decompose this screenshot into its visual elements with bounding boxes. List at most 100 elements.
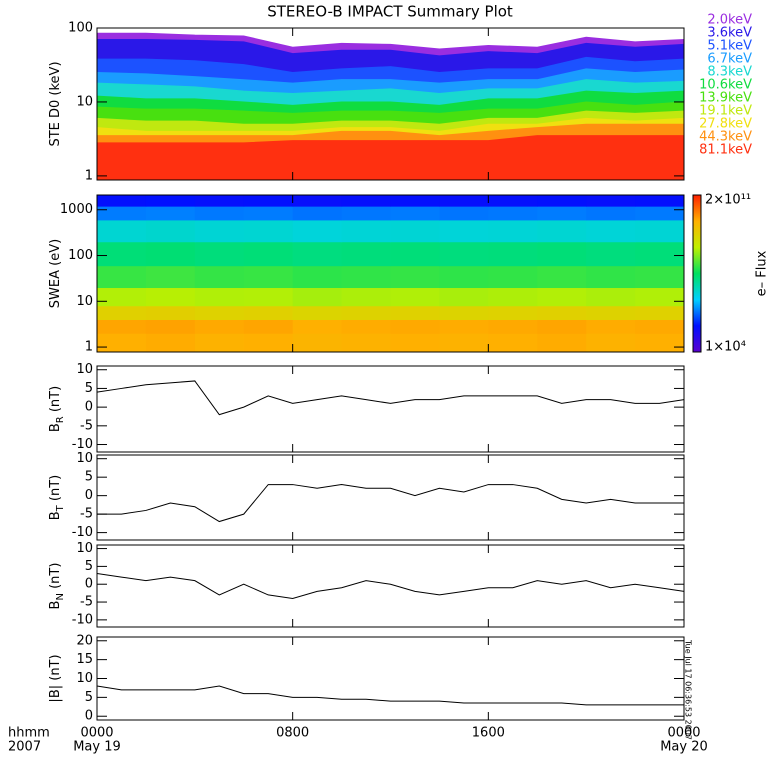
panel-frame [96, 27, 685, 181]
legend-entry: 81.1keV [699, 143, 752, 158]
flux-cell [145, 319, 196, 334]
y-tick-label: -5 [80, 595, 93, 610]
y-axis-label-unit: (nT) [48, 563, 63, 593]
flux-cell [292, 241, 343, 267]
flux-cell [97, 333, 147, 352]
flux-cell [243, 219, 294, 243]
flux-cell [439, 206, 489, 221]
colorbar [692, 194, 702, 353]
y-tick-label: 15 [76, 652, 93, 667]
flux-cell [439, 241, 489, 267]
legend-entry: 6.7keV [707, 52, 752, 67]
flux-cell [292, 195, 343, 207]
flux-cell [488, 241, 538, 267]
flux-cell [635, 265, 684, 289]
panel-data [97, 32, 684, 180]
flux-cell [488, 195, 538, 207]
y-axis-label-subscript: T [55, 504, 66, 512]
timestamp: Tue Jul 17 06:36:53 2007 [684, 639, 693, 740]
flux-cell [537, 195, 587, 207]
legend-entry: 5.1keV [707, 39, 752, 54]
y-tick-label: 10 [76, 541, 93, 556]
flux-cell [292, 333, 343, 352]
flux-cell [341, 241, 391, 267]
flux-cell [586, 206, 636, 221]
y-axis-label-unit: (nT) [48, 475, 63, 505]
flux-cell [341, 305, 391, 321]
y-axis-label-text: B [48, 601, 63, 610]
panel-frame [96, 365, 685, 453]
flux-cell [586, 219, 636, 243]
flux-cell [390, 333, 440, 352]
flux-cell [488, 287, 538, 307]
y-tick-label: -10 [72, 525, 93, 540]
y-tick-label: 0 [85, 577, 93, 592]
flux-cell [243, 265, 294, 289]
flux-cell [439, 195, 489, 207]
y-tick-label: 100 [68, 21, 93, 36]
flux-cell [635, 241, 684, 267]
flux-cell [243, 333, 294, 352]
flux-cell [488, 206, 538, 221]
time-format-label: hhmm [8, 726, 50, 741]
flux-cell [439, 265, 489, 289]
field-trace [96, 573, 685, 599]
flux-cell [292, 319, 343, 334]
y-axis-label-text: B [48, 511, 63, 520]
flux-cell [586, 305, 636, 321]
y-tick-label: 1000 [60, 202, 93, 217]
y-tick-label: 5 [85, 381, 93, 396]
y-tick-label: 0 [85, 400, 93, 415]
flux-cell [537, 333, 587, 352]
flux-cell [537, 206, 587, 221]
legend-entry: 3.6keV [707, 26, 752, 41]
legend-entry: 10.6keV [699, 78, 752, 93]
x-tick-label: 0000 [667, 726, 700, 741]
flux-cell [586, 333, 636, 352]
flux-cell [537, 287, 587, 307]
flux-cell [537, 305, 587, 321]
y-axis-label-text: |B| (nT) [48, 654, 63, 702]
flux-cell [341, 219, 391, 243]
flux-cell [341, 195, 391, 207]
y-axis-label: BN (nT) [48, 563, 67, 610]
flux-cell [439, 305, 489, 321]
flux-cell [586, 241, 636, 267]
flux-cell [586, 287, 636, 307]
flux-cell [635, 195, 684, 207]
flux-cell [97, 206, 147, 221]
flux-cell [341, 287, 391, 307]
x-tick-label: 0000 [80, 726, 113, 741]
legend-entry: 19.1keV [699, 104, 752, 119]
flux-cell [390, 195, 440, 207]
y-tick-label: 100 [68, 248, 93, 263]
y-tick-label: 10 [76, 94, 93, 109]
flux-cell [390, 206, 440, 221]
flux-cell [488, 265, 538, 289]
flux-cell [145, 305, 196, 321]
flux-cell [635, 333, 684, 352]
colorbar-tick-label: 2×10¹¹ [705, 193, 751, 208]
flux-cell [97, 265, 147, 289]
y-tick-label: -10 [72, 612, 93, 627]
flux-cell [194, 305, 245, 321]
flux-cell [488, 305, 538, 321]
panel-frame [96, 454, 685, 541]
flux-cell [194, 333, 245, 352]
flux-cell [439, 219, 489, 243]
flux-cell [390, 265, 440, 289]
flux-cell [194, 219, 245, 243]
flux-cell [635, 319, 684, 334]
flux-cell [97, 305, 147, 321]
flux-cell [292, 287, 343, 307]
y-axis-label-text: B [48, 423, 63, 432]
flux-cell [488, 319, 538, 334]
y-tick-label: 1 [85, 168, 93, 183]
y-axis-label-text: SWEA (eV) [48, 239, 63, 308]
flux-cell [439, 319, 489, 334]
field-trace [97, 484, 684, 523]
colorbar-tick-label: 1×10⁴ [705, 340, 746, 355]
flux-cell [537, 319, 587, 334]
y-tick-label: 20 [76, 633, 93, 648]
panel-frame [96, 544, 685, 628]
